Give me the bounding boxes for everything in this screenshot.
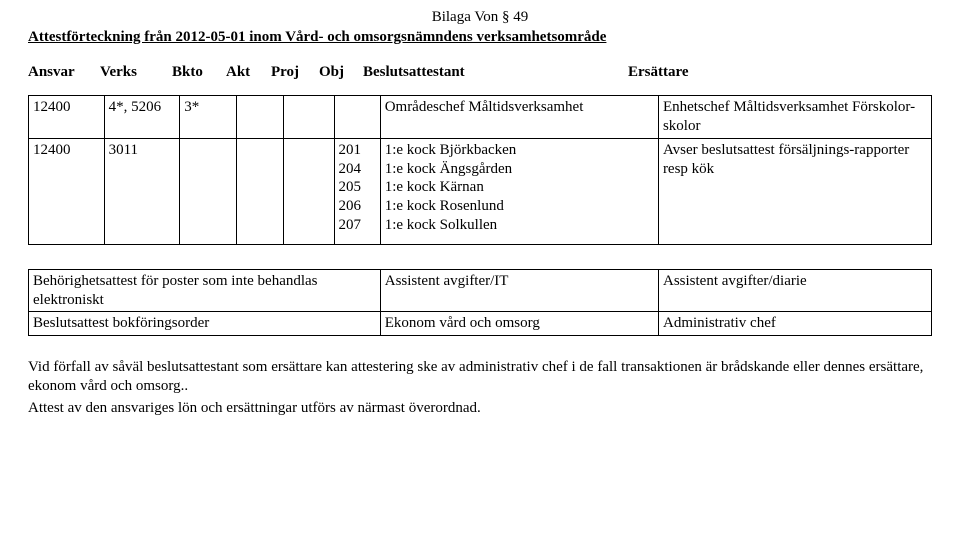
table-row: Beslutsattest bokföringsorder Ekonom vår… xyxy=(29,312,932,336)
cell-ansvar: 12400 xyxy=(29,138,105,244)
obj-code: 205 xyxy=(339,179,362,195)
cell-beslutsattestant: 1:e kock Björkbacken 1:e kock Ängsgården… xyxy=(380,138,658,244)
col-header-obj: Obj xyxy=(319,63,363,82)
obj-code: 201 xyxy=(339,142,362,158)
footer-block: Vid förfall av såväl beslutsattestant so… xyxy=(28,358,932,417)
obj-label: 1:e kock Björkbacken xyxy=(385,142,517,158)
col-header-bkto: Bkto xyxy=(172,63,226,82)
cell-obj: 201 204 205 206 207 xyxy=(334,138,380,244)
sec-cell: Assistent avgifter/diarie xyxy=(658,269,931,312)
sec-cell: Ekonom vård och omsorg xyxy=(380,312,658,336)
col-header-proj: Proj xyxy=(271,63,319,82)
col-header-beslutsattestant: Beslutsattestant xyxy=(363,63,628,82)
cell-verks: 4*, 5206 xyxy=(104,96,180,139)
footer-p1: Vid förfall av såväl beslutsattestant so… xyxy=(28,358,932,396)
cell-bkto: 3* xyxy=(180,96,237,139)
sec-cell: Behörighetsattest för poster som inte be… xyxy=(29,269,381,312)
cell-proj xyxy=(284,138,334,244)
column-headers-row: Ansvar Verks Bkto Akt Proj Obj Beslutsat… xyxy=(28,63,932,82)
cell-bkto xyxy=(180,138,237,244)
table-row: Behörighetsattest för poster som inte be… xyxy=(29,269,932,312)
obj-label: 1:e kock Solkullen xyxy=(385,217,498,233)
obj-label: 1:e kock Kärnan xyxy=(385,179,484,195)
table-row: 12400 3011 201 204 205 206 207 1:e kock … xyxy=(29,138,932,244)
table-row: 12400 4*, 5206 3* Områdeschef Måltidsver… xyxy=(29,96,932,139)
col-header-akt: Akt xyxy=(226,63,271,82)
cell-beslutsattestant: Områdeschef Måltidsverksamhet xyxy=(380,96,658,139)
obj-code: 207 xyxy=(339,217,362,233)
obj-label: 1:e kock Ängsgården xyxy=(385,161,512,177)
sec-cell: Beslutsattest bokföringsorder xyxy=(29,312,381,336)
cell-obj xyxy=(334,96,380,139)
main-table: 12400 4*, 5206 3* Områdeschef Måltidsver… xyxy=(28,95,932,245)
obj-code: 204 xyxy=(339,161,362,177)
sec-cell: Assistent avgifter/IT xyxy=(380,269,658,312)
cell-akt xyxy=(236,138,283,244)
footer-p2: Attest av den ansvariges lön och ersättn… xyxy=(28,399,932,418)
sec-cell: Administrativ chef xyxy=(658,312,931,336)
obj-code: 206 xyxy=(339,198,362,214)
secondary-table: Behörighetsattest för poster som inte be… xyxy=(28,269,932,336)
document-title: Attestförteckning från 2012-05-01 inom V… xyxy=(28,28,932,47)
bilaga-line: Bilaga Von § 49 xyxy=(28,8,932,27)
cell-verks: 3011 xyxy=(104,138,180,244)
cell-ersattare: Enhetschef Måltidsverksamhet Förskolor-s… xyxy=(658,96,931,139)
col-header-ansvar: Ansvar xyxy=(28,63,100,82)
cell-akt xyxy=(236,96,283,139)
cell-proj xyxy=(284,96,334,139)
col-header-ersattare: Ersättare xyxy=(628,63,888,82)
cell-ansvar: 12400 xyxy=(29,96,105,139)
cell-ersattare: Avser beslutsattest försäljnings-rapport… xyxy=(658,138,931,244)
col-header-verks: Verks xyxy=(100,63,172,82)
obj-label: 1:e kock Rosenlund xyxy=(385,198,504,214)
